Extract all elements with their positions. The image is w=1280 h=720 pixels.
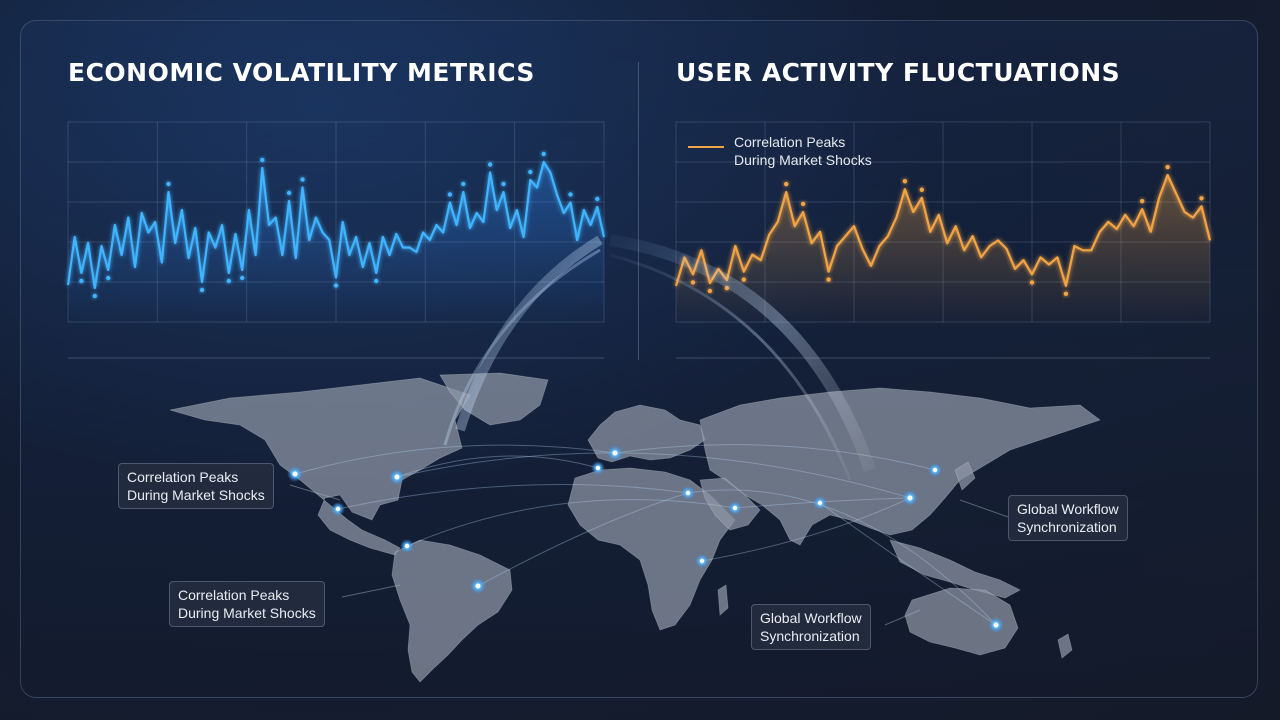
economic-volatility-extreme-marker bbox=[333, 283, 339, 288]
user-activity-series bbox=[674, 164, 1212, 328]
user-activity-area bbox=[676, 175, 1210, 328]
arc-5 bbox=[477, 492, 689, 587]
user-activity-extreme-marker bbox=[1165, 164, 1170, 170]
node-london bbox=[607, 445, 623, 461]
user-activity-extreme-marker bbox=[800, 201, 806, 207]
economic-volatility-extreme-marker bbox=[501, 181, 506, 187]
data-beams bbox=[443, 234, 876, 481]
callout-correlation-peaks-north-america: Correlation Peaks During Market Shocks bbox=[118, 463, 274, 509]
beam-right bbox=[609, 234, 876, 472]
callout-line-1: Correlation Peaks bbox=[178, 587, 290, 603]
arc-1 bbox=[294, 444, 616, 475]
economic-volatility-extreme-marker bbox=[240, 275, 245, 281]
arc-4 bbox=[337, 483, 689, 510]
arc-7 bbox=[614, 444, 936, 471]
legend-line-1: Correlation Peaks bbox=[734, 134, 846, 150]
user-activity-line bbox=[674, 173, 1212, 287]
economic-volatility-extreme-marker bbox=[166, 181, 171, 187]
economic-volatility-extreme-marker bbox=[374, 278, 379, 284]
user-activity-extreme-marker bbox=[902, 179, 908, 184]
legend-swatch-orange bbox=[688, 146, 724, 148]
chart-divider bbox=[638, 62, 639, 360]
arc-8 bbox=[687, 489, 997, 626]
arc-11 bbox=[819, 502, 997, 626]
user-activity-extreme-marker bbox=[919, 187, 925, 192]
user-activity-extreme-marker bbox=[1063, 291, 1069, 296]
economic-volatility-series bbox=[66, 151, 606, 328]
asia-shape bbox=[699, 387, 1101, 546]
user-activity-extreme-marker bbox=[1199, 196, 1204, 201]
callout-leaders bbox=[289, 484, 1009, 626]
economic-volatility-line bbox=[66, 160, 606, 290]
node-dubai bbox=[728, 501, 742, 515]
user-activity-extreme-marker bbox=[783, 181, 789, 187]
node-new-york bbox=[389, 469, 405, 485]
user-activity-extreme-marker bbox=[826, 277, 831, 282]
user-activity-title: USER ACTIVITY FLUCTUATIONS bbox=[676, 58, 1121, 87]
callout-line-1: Correlation Peaks bbox=[127, 469, 239, 485]
legend-text: Correlation Peaks During Market Shocks bbox=[734, 133, 872, 169]
economic-volatility-extreme-marker bbox=[461, 181, 466, 187]
world-map bbox=[169, 372, 1101, 683]
user-activity-extreme-marker bbox=[1029, 280, 1035, 285]
legend-line-2: During Market Shocks bbox=[734, 152, 872, 168]
economic-volatility-extreme-marker bbox=[286, 190, 292, 196]
economic-volatility-extreme-marker bbox=[199, 287, 205, 293]
callout-global-workflow-asia: Global Workflow Synchronization bbox=[1008, 495, 1128, 541]
economic-volatility-extreme-marker bbox=[226, 278, 231, 284]
arc-6 bbox=[406, 499, 736, 547]
economic-volatility-extreme-marker bbox=[300, 177, 305, 182]
node-mexico bbox=[331, 502, 345, 516]
callout-global-workflow-indian-ocean: Global Workflow Synchronization bbox=[751, 604, 871, 650]
arc-10 bbox=[701, 497, 911, 562]
node-tokyo bbox=[928, 463, 942, 477]
new-zealand-shape bbox=[1057, 633, 1073, 659]
beam-left-thin bbox=[443, 248, 601, 446]
australia-shape bbox=[904, 587, 1019, 656]
node-cairo bbox=[681, 486, 695, 500]
callout-line-1: Global Workflow bbox=[1017, 501, 1119, 517]
callout-line-1: Global Workflow bbox=[760, 610, 862, 626]
southeast-asia-shape bbox=[889, 539, 1021, 599]
economic-volatility-title: ECONOMIC VOLATILITY METRICS bbox=[68, 58, 535, 87]
node-mumbai bbox=[813, 496, 827, 510]
connection-arcs bbox=[294, 444, 997, 626]
economic-volatility-extreme-marker bbox=[447, 192, 453, 197]
arc-3 bbox=[396, 452, 911, 499]
city-nodes bbox=[287, 445, 1004, 633]
economic-volatility-extreme-marker bbox=[541, 151, 546, 157]
economic-volatility-extreme-marker bbox=[595, 196, 600, 202]
economic-volatility-extreme-marker bbox=[568, 192, 573, 197]
economic-volatility-extreme-marker bbox=[260, 157, 265, 163]
callout-correlation-peaks-south-america: Correlation Peaks During Market Shocks bbox=[169, 581, 325, 627]
south-america-shape bbox=[391, 539, 513, 683]
callout-line-2: Synchronization bbox=[760, 628, 860, 644]
node-colombia bbox=[400, 539, 414, 553]
madagascar-shape bbox=[717, 584, 729, 616]
callout-line-2: During Market Shocks bbox=[178, 605, 316, 621]
economic-volatility-extreme-marker bbox=[487, 162, 493, 167]
user-activity-extreme-marker bbox=[1139, 198, 1145, 204]
user-activity-extreme-marker bbox=[690, 280, 696, 285]
node-sydney bbox=[988, 617, 1004, 633]
arc-2 bbox=[396, 455, 599, 478]
japan-shape bbox=[954, 461, 976, 491]
economic-volatility-extreme-marker bbox=[79, 278, 84, 284]
node-brazil bbox=[470, 578, 486, 594]
node-nairobi bbox=[695, 554, 709, 568]
callout-line-2: Synchronization bbox=[1017, 519, 1117, 535]
africa-shape bbox=[567, 467, 736, 631]
node-los-angeles bbox=[287, 466, 303, 482]
callout-line-2: During Market Shocks bbox=[127, 487, 265, 503]
economic-volatility-extreme-marker bbox=[92, 293, 98, 299]
node-shanghai bbox=[902, 490, 918, 506]
user-activity-extreme-marker bbox=[707, 288, 713, 294]
user-activity-extreme-marker bbox=[741, 277, 747, 282]
node-madrid bbox=[591, 461, 605, 475]
beam-right-thin bbox=[609, 253, 852, 481]
economic-volatility-extreme-marker bbox=[106, 275, 111, 281]
economic-volatility-area bbox=[68, 162, 604, 328]
economic-volatility-extreme-marker bbox=[528, 169, 533, 175]
